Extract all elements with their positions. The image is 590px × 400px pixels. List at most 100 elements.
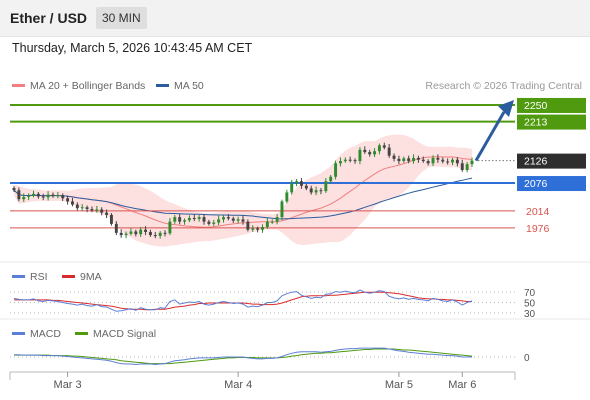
candle-body	[173, 217, 177, 222]
candle-body	[387, 147, 391, 156]
candle-body	[256, 228, 260, 230]
candle-body	[71, 201, 74, 205]
candle-body	[27, 195, 31, 197]
candle-body	[85, 207, 89, 210]
candle-body	[124, 233, 128, 236]
candle-body	[455, 159, 459, 164]
top-bar: Ether / USD 30 MIN	[0, 0, 590, 37]
macd-signal-swatch	[75, 331, 88, 335]
candle-body	[207, 221, 211, 224]
macd-label: MACD	[30, 328, 61, 340]
candle-body	[41, 196, 45, 198]
last-price-label: 2126	[524, 156, 548, 168]
forecast-arrow-shaft	[474, 111, 506, 162]
macd-signal-label: MACD Signal	[93, 328, 157, 340]
resistance-label: 2213	[524, 117, 548, 129]
x-tick-label: Mar 5	[385, 379, 413, 391]
candle-body	[397, 158, 401, 162]
candle-body	[236, 219, 240, 221]
candle-body	[100, 209, 104, 213]
candle-body	[290, 183, 294, 193]
candle-body	[139, 229, 143, 235]
forecast-arrow-head	[498, 99, 514, 117]
candle-body	[148, 231, 152, 236]
candle-body	[168, 221, 172, 234]
candle-body	[197, 217, 201, 219]
candle-body	[51, 194, 55, 197]
rsi-line	[13, 289, 473, 312]
rsi-tick-label: 30	[524, 309, 536, 320]
macd-tick-label: 0	[524, 353, 530, 364]
candle-body	[66, 198, 70, 202]
candle-body	[402, 158, 406, 162]
candle-body	[261, 227, 264, 230]
legend-rsi: RSI	[12, 271, 48, 283]
candle-body	[109, 214, 113, 224]
candle-body	[416, 157, 420, 160]
candle-body	[226, 217, 230, 219]
support-label: 2014	[526, 206, 550, 218]
candle-body	[265, 221, 269, 228]
candle-body	[285, 192, 289, 202]
candle-body	[353, 160, 357, 162]
candle-body	[192, 218, 196, 220]
copyright: Research © 2026 Trading Central	[425, 80, 582, 92]
macd-swatch	[12, 331, 25, 335]
support-label: 1976	[526, 223, 550, 235]
candle-body	[56, 195, 60, 197]
ma20-label: MA 20 + Bollinger Bands	[30, 80, 146, 92]
candle-body	[324, 181, 328, 192]
legend-rsi-ma: 9MA	[62, 271, 102, 283]
candle-body	[309, 188, 313, 193]
candle-body	[119, 232, 123, 236]
x-tick-label: Mar 3	[54, 379, 82, 391]
candle-body	[36, 193, 40, 197]
ma20-swatch	[12, 83, 25, 87]
candle-body	[407, 158, 411, 162]
candle-body	[251, 228, 255, 230]
timestamp: Thursday, March 5, 2026 10:43:45 AM CET	[12, 41, 253, 55]
candle-body	[343, 159, 347, 162]
candle-body	[426, 161, 430, 164]
candle-body	[363, 149, 367, 153]
ma50-swatch	[156, 83, 169, 87]
rsi-ma-swatch	[62, 274, 75, 278]
candle-body	[80, 207, 84, 209]
candle-body	[441, 159, 445, 162]
candle-body	[412, 157, 415, 162]
candle-body	[314, 190, 318, 193]
candle-body	[212, 222, 216, 224]
candle-body	[231, 218, 235, 221]
candle-body	[270, 221, 274, 223]
candle-body	[446, 161, 450, 163]
candle-body	[163, 232, 167, 234]
legend-ma20: MA 20 + Bollinger Bands	[12, 80, 145, 92]
candle-body	[300, 181, 303, 186]
candle-body	[95, 209, 99, 211]
candle-body	[373, 151, 377, 155]
candle-body	[129, 231, 133, 234]
candle-body	[187, 218, 191, 221]
candle-body	[421, 159, 425, 162]
candle-body	[436, 157, 440, 160]
candle-body	[183, 220, 186, 222]
pivot-label: 2076	[524, 178, 548, 190]
candle-body	[460, 163, 464, 171]
pivot-box	[517, 176, 586, 192]
candle-body	[158, 232, 162, 236]
rsi-tick-label: 70	[524, 288, 536, 299]
candle-body	[368, 152, 372, 155]
candle-body	[392, 155, 396, 159]
candle-body	[144, 229, 148, 232]
candle-body	[451, 159, 454, 163]
timeframe-badge[interactable]: 30 MIN	[96, 7, 147, 29]
legend-macd-signal: MACD Signal	[75, 328, 156, 340]
candle-body	[358, 149, 362, 162]
rsi-ma-label: 9MA	[80, 271, 102, 283]
candle-body	[32, 193, 35, 196]
candle-body	[217, 219, 221, 223]
candle-body	[275, 217, 279, 222]
candle-body	[114, 223, 118, 233]
candle-body	[348, 159, 352, 161]
